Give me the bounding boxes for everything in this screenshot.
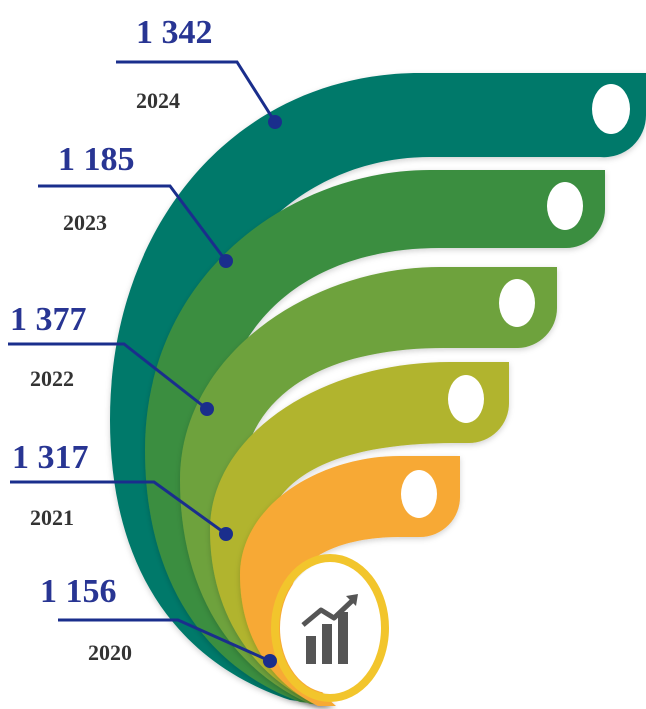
ribbon-hole-2020 <box>401 470 437 518</box>
leader-dot-2021 <box>219 527 233 541</box>
year-label-2021: 2021 <box>30 505 74 530</box>
leader-2020 <box>58 618 271 663</box>
leader-2023 <box>38 184 228 262</box>
value-label-2021: 1 317 <box>12 439 89 476</box>
year-label-2024: 2024 <box>136 88 180 113</box>
ribbon-2023 <box>145 170 605 705</box>
leader-dot-2024 <box>268 115 282 129</box>
year-label-2020: 2020 <box>88 640 132 665</box>
value-label-2020: 1 156 <box>40 573 117 610</box>
leader-2021 <box>10 480 227 536</box>
leader-dot-2020 <box>263 654 277 668</box>
year-label-2023: 2023 <box>63 210 107 235</box>
value-label-2024: 1 342 <box>136 14 213 51</box>
leader-2022 <box>8 342 208 411</box>
value-label-2023: 1 185 <box>58 141 135 178</box>
ribbon-2024 <box>110 73 646 705</box>
leader-2024 <box>116 60 277 123</box>
badge-ring <box>271 554 389 702</box>
ribbon-hole-2024 <box>592 84 630 134</box>
bar-chart-rising-icon <box>301 594 358 664</box>
ribbon-hole-2021 <box>448 375 484 423</box>
ribbon-2021 <box>210 362 510 705</box>
ribbon-hole-2022 <box>499 279 535 327</box>
leader-dot-2023 <box>219 254 233 268</box>
year-label-2022: 2022 <box>30 366 74 391</box>
ribbon-hole-2023 <box>547 182 583 230</box>
value-label-2022: 1 377 <box>10 301 87 338</box>
ribbon-2022 <box>180 267 558 705</box>
leader-dot-2022 <box>200 402 214 416</box>
